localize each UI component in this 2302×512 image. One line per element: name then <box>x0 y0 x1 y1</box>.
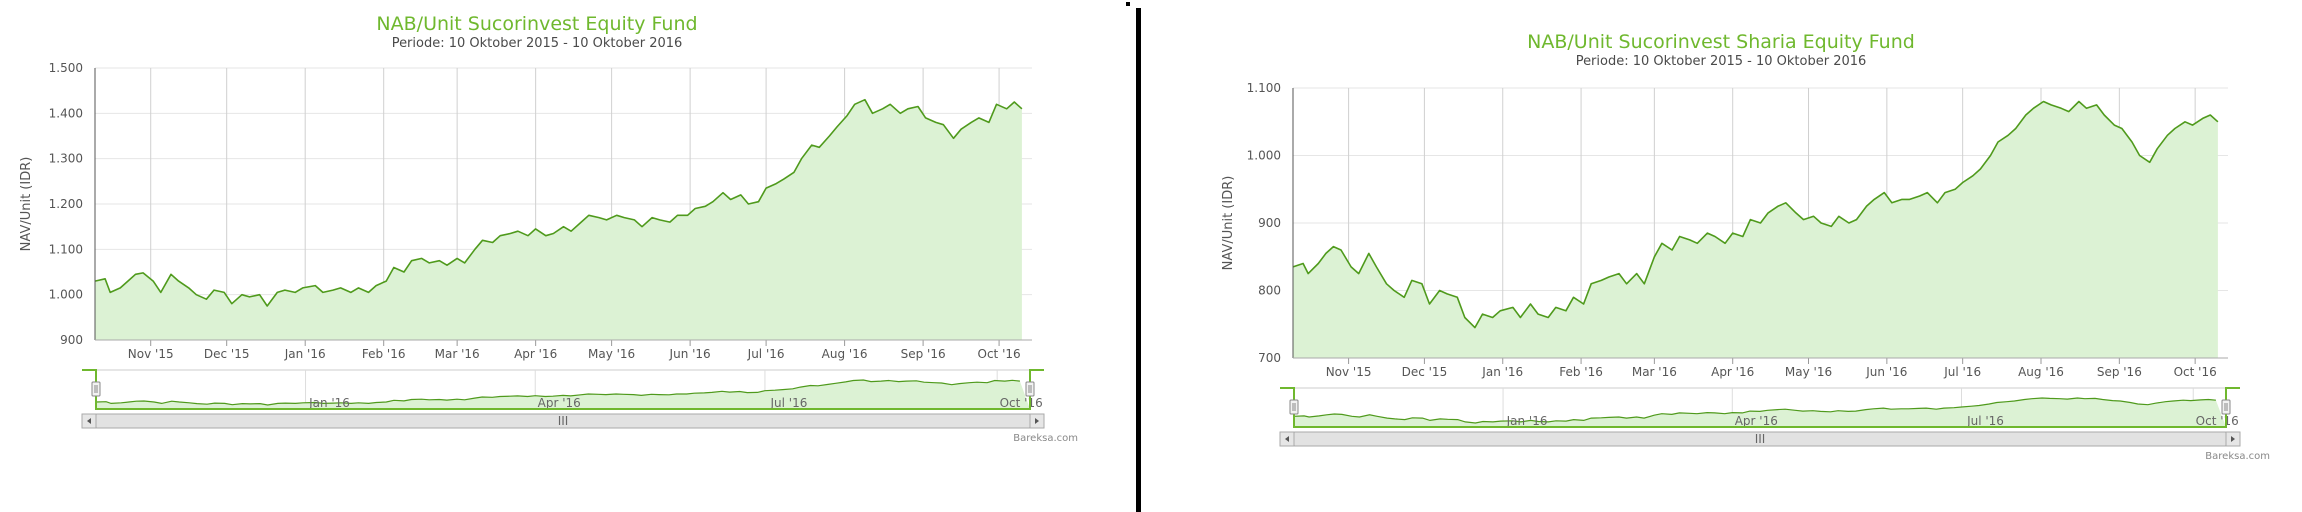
navigator-left-handle[interactable] <box>91 381 101 397</box>
scrollbar-left-button[interactable] <box>81 413 97 429</box>
y-tick-label: 700 <box>1258 351 1281 365</box>
y-tick-label: 1.500 <box>49 61 83 75</box>
x-tick-label: Jun '16 <box>1865 365 1907 379</box>
series-line <box>94 98 1023 307</box>
sharia-equity-fund-chart: NAB/Unit Sucorinvest Sharia Equity Fund P… <box>1150 0 2302 512</box>
scrollbar[interactable]: III <box>1279 431 2241 447</box>
y-axis-label: NAV/Unit (IDR) <box>1221 176 1236 271</box>
y-axis-label: NAV/Unit (IDR) <box>19 157 34 252</box>
scrollbar[interactable]: III <box>81 413 1045 429</box>
x-tick-label: May '16 <box>588 347 635 361</box>
x-tick-label: Apr '16 <box>1711 365 1754 379</box>
x-tick-label: Jan '16 <box>1481 365 1523 379</box>
handle-grip <box>1025 381 1035 397</box>
y-tick-label: 1.100 <box>1247 81 1281 95</box>
arrow-left-icon <box>1285 436 1289 442</box>
scrollbar-right-button[interactable] <box>1029 413 1045 429</box>
handle-grip <box>91 381 101 397</box>
x-tick-label: Mar '16 <box>435 347 480 361</box>
arrow-right-icon <box>2231 436 2235 442</box>
x-tick-label: Mar '16 <box>1632 365 1677 379</box>
arrow-right-icon <box>1035 418 1039 424</box>
navigator-label: Jan '16 <box>1506 414 1548 428</box>
y-tick-label: 1.000 <box>1247 149 1281 163</box>
navigator-label: Jan '16 <box>308 396 350 410</box>
y-tick-label: 1.200 <box>49 197 83 211</box>
series-area <box>1293 101 2218 358</box>
x-tick-label: Apr '16 <box>514 347 557 361</box>
x-tick-label: Jul '16 <box>747 347 785 361</box>
x-tick-label: Sep '16 <box>901 347 946 361</box>
handle-grip <box>2221 399 2231 415</box>
y-tick-label: 900 <box>60 333 83 347</box>
scrollbar-grip: III <box>558 414 569 428</box>
navigator-label: Jul '16 <box>1966 414 2004 428</box>
x-tick-label: Dec '15 <box>204 347 250 361</box>
y-tick-label: 1.000 <box>49 288 83 302</box>
x-tick-label: Feb '16 <box>1559 365 1603 379</box>
x-tick-label: Oct '16 <box>978 347 1021 361</box>
y-tick-label: 900 <box>1258 216 1281 230</box>
navigator-area <box>96 380 1030 409</box>
scrollbar-left-button[interactable] <box>1279 431 1295 447</box>
navigator-outline <box>1280 387 2240 428</box>
chart-title: NAB/Unit Sucorinvest Sharia Equity Fund <box>1527 31 1915 53</box>
chart-title: NAB/Unit Sucorinvest Equity Fund <box>376 13 697 35</box>
chart-subtitle: Periode: 10 Oktober 2015 - 10 Oktober 20… <box>1576 54 1867 69</box>
series-line <box>1292 100 2219 329</box>
x-tick-label: Jun '16 <box>669 347 711 361</box>
navigator-label: Apr '16 <box>538 396 581 410</box>
credits-link[interactable]: Bareksa.com <box>2205 451 2270 462</box>
panel-divider <box>1136 8 1141 512</box>
handle-grip <box>1289 399 1299 415</box>
navigator-label: Apr '16 <box>1735 414 1778 428</box>
arrow-left-icon <box>87 418 91 424</box>
scrollbar-right-button[interactable] <box>2225 431 2241 447</box>
navigator-label: Jul '16 <box>770 396 808 410</box>
navigator-area <box>1294 398 2226 427</box>
x-tick-label: Feb '16 <box>362 347 406 361</box>
chart-svg: NAB/Unit Sucorinvest Equity FundPeriode:… <box>19 13 1078 444</box>
navigator-label: Oct '16 <box>2196 414 2239 428</box>
x-tick-label: Nov '15 <box>128 347 174 361</box>
x-tick-label: Nov '15 <box>1326 365 1372 379</box>
credits-link[interactable]: Bareksa.com <box>1013 433 1078 444</box>
chart-subtitle: Periode: 10 Oktober 2015 - 10 Oktober 20… <box>392 36 683 51</box>
y-tick-label: 1.300 <box>49 152 83 166</box>
x-tick-label: Oct '16 <box>2174 365 2217 379</box>
x-tick-label: Aug '16 <box>2018 365 2064 379</box>
x-tick-label: Aug '16 <box>822 347 868 361</box>
x-tick-label: Jan '16 <box>284 347 326 361</box>
navigator-left-handle[interactable] <box>1289 399 1299 415</box>
scrollbar-grip: III <box>1755 432 1766 446</box>
navigator-outline <box>82 369 1044 410</box>
navigator-line <box>1293 397 2216 424</box>
x-tick-label: Dec '15 <box>1402 365 1448 379</box>
series-area <box>95 99 1022 340</box>
navigator-label: Oct '16 <box>1000 396 1043 410</box>
x-tick-label: Sep '16 <box>2097 365 2142 379</box>
navigator-line <box>95 379 1020 406</box>
equity-fund-chart: NAB/Unit Sucorinvest Equity Fund Periode:… <box>0 0 1130 512</box>
x-tick-label: May '16 <box>1785 365 1832 379</box>
navigator-right-handle[interactable] <box>1025 381 1035 397</box>
divider-dot <box>1126 2 1130 6</box>
y-tick-label: 1.400 <box>49 106 83 120</box>
y-tick-label: 800 <box>1258 284 1281 298</box>
navigator-right-handle[interactable] <box>2221 399 2231 415</box>
chart-svg: NAB/Unit Sucorinvest Sharia Equity FundP… <box>1221 31 2270 462</box>
y-tick-label: 1.100 <box>49 242 83 256</box>
x-tick-label: Jul '16 <box>1943 365 1981 379</box>
